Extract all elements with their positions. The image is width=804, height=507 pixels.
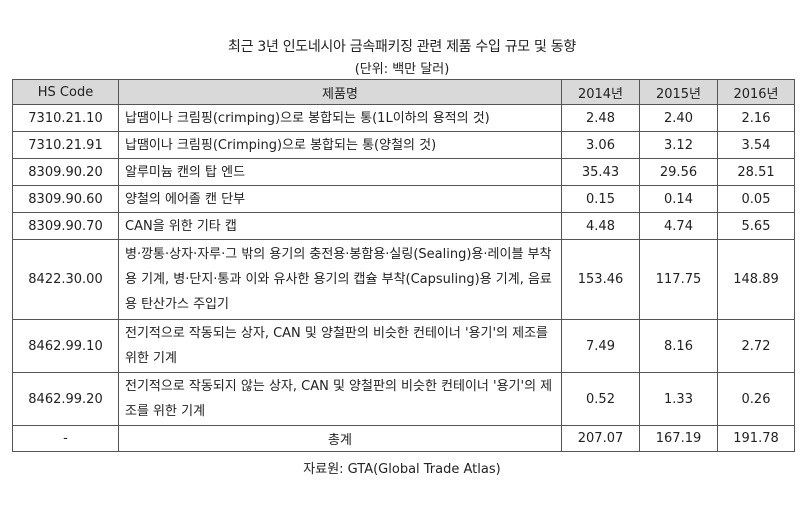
product-name-cell: 양철의 에어졸 캔 단부	[118, 185, 562, 213]
table-title: 최근 3년 인도네시아 금속패키징 관련 제품 수입 규모 및 동향	[228, 39, 576, 55]
total-2016-cell: 191.78	[717, 425, 795, 452]
product-name-cell: 전기적으로 작동되는 상자, CAN 및 양철판의 비슷한 컨테이너 '용기'의…	[118, 319, 562, 373]
value-2015-cell: 2.40	[639, 104, 718, 132]
product-name-cell: 병·깡통·상자·자루·그 밖의 용기의 충전용·봉함용·실링(Sealing)용…	[118, 239, 562, 320]
value-2015-cell: 29.56	[639, 158, 718, 186]
total-2014-cell: 207.07	[561, 425, 640, 452]
total-row: - 총계 207.07 167.19 191.78	[12, 425, 795, 452]
value-2015-cell: 3.12	[639, 131, 718, 159]
header-2016: 2016년	[717, 79, 795, 105]
table-row: 8309.90.70 CAN을 위한 기타 캡 4.48 4.74 5.65	[12, 212, 795, 240]
value-2016-cell: 28.51	[717, 158, 795, 186]
hs-code-cell: 8309.90.20	[12, 158, 119, 186]
table-row: 7310.21.10 납땜이나 크림핑(crimping)으로 봉합되는 통(1…	[12, 104, 795, 132]
value-2014-cell: 7.49	[561, 319, 640, 373]
value-2014-cell: 2.48	[561, 104, 640, 132]
total-label-cell: 총계	[118, 425, 562, 452]
hs-code-cell: 8309.90.70	[12, 212, 119, 240]
value-2015-cell: 117.75	[639, 239, 718, 320]
value-2016-cell: 3.54	[717, 131, 795, 159]
value-2014-cell: 3.06	[561, 131, 640, 159]
value-2016-cell: 0.05	[717, 185, 795, 213]
unit-note: (단위: 백만 달러)	[354, 62, 450, 77]
value-2016-cell: 148.89	[717, 239, 795, 320]
product-name-cell: CAN을 위한 기타 캡	[118, 212, 562, 240]
value-2015-cell: 1.33	[639, 372, 718, 426]
value-2015-cell: 0.14	[639, 185, 718, 213]
value-2016-cell: 5.65	[717, 212, 795, 240]
value-2016-cell: 2.72	[717, 319, 795, 373]
table-row: 8309.90.60 양철의 에어졸 캔 단부 0.15 0.14 0.05	[12, 185, 795, 213]
header-row: HS Code 제품명 2014년 2015년 2016년	[12, 79, 795, 105]
value-2014-cell: 35.43	[561, 158, 640, 186]
source-note: 자료원: GTA(Global Trade Atlas)	[303, 462, 501, 477]
product-name-cell: 납땜이나 크림핑(crimping)으로 봉합되는 통(1L이하의 용적의 것)	[118, 104, 562, 132]
hs-code-cell: 8422.30.00	[12, 239, 119, 320]
value-2014-cell: 153.46	[561, 239, 640, 320]
header-product-name: 제품명	[118, 79, 562, 105]
value-2014-cell: 0.52	[561, 372, 640, 426]
hs-code-cell: 7310.21.10	[12, 104, 119, 132]
total-code-cell: -	[12, 425, 119, 452]
table-row: 8422.30.00 병·깡통·상자·자루·그 밖의 용기의 충전용·봉함용·실…	[12, 239, 795, 320]
hs-code-cell: 8462.99.20	[12, 372, 119, 426]
header-2014: 2014년	[561, 79, 640, 105]
product-name-cell: 납땜이나 크림핑(Crimping)으로 봉합되는 통(양철의 것)	[118, 131, 562, 159]
table-row: 8462.99.20 전기적으로 작동되지 않는 상자, CAN 및 양철판의 …	[12, 372, 795, 426]
value-2016-cell: 0.26	[717, 372, 795, 426]
value-2014-cell: 4.48	[561, 212, 640, 240]
header-2015: 2015년	[639, 79, 718, 105]
hs-code-cell: 8309.90.60	[12, 185, 119, 213]
product-name-cell: 전기적으로 작동되지 않는 상자, CAN 및 양철판의 비슷한 컨테이너 '용…	[118, 372, 562, 426]
value-2015-cell: 8.16	[639, 319, 718, 373]
header-hs-code: HS Code	[12, 79, 119, 105]
hs-code-cell: 7310.21.91	[12, 131, 119, 159]
value-2016-cell: 2.16	[717, 104, 795, 132]
import-table: HS Code 제품명 2014년 2015년 2016년 7310.21.10…	[12, 79, 795, 452]
value-2015-cell: 4.74	[639, 212, 718, 240]
value-2014-cell: 0.15	[561, 185, 640, 213]
table-row: 7310.21.91 납땜이나 크림핑(Crimping)으로 봉합되는 통(양…	[12, 131, 795, 159]
table-row: 8462.99.10 전기적으로 작동되는 상자, CAN 및 양철판의 비슷한…	[12, 319, 795, 373]
table-row: 8309.90.20 알루미늄 캔의 탑 엔드 35.43 29.56 28.5…	[12, 158, 795, 186]
total-2015-cell: 167.19	[639, 425, 718, 452]
product-name-cell: 알루미늄 캔의 탑 엔드	[118, 158, 562, 186]
hs-code-cell: 8462.99.10	[12, 319, 119, 373]
